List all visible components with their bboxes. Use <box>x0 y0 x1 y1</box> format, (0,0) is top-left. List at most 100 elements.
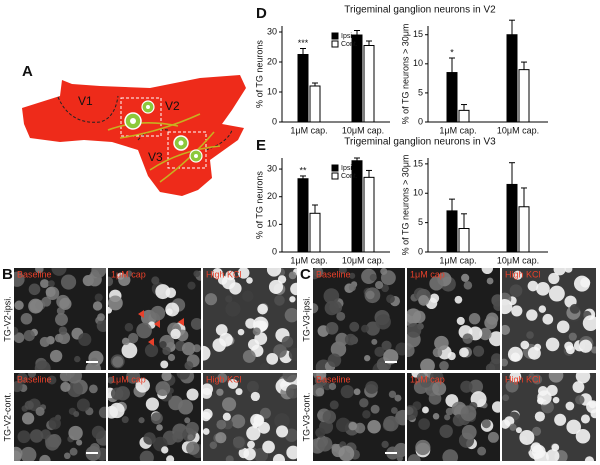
roi-box <box>167 131 207 169</box>
cell <box>39 454 51 461</box>
cell <box>219 332 233 347</box>
region-label: V2 <box>165 99 180 113</box>
cell <box>370 404 380 414</box>
cell <box>39 336 50 348</box>
cell <box>395 342 405 356</box>
y-tick-label: 10 <box>267 86 277 96</box>
cell <box>45 286 56 297</box>
cell <box>349 272 356 279</box>
bar <box>351 160 363 253</box>
bar <box>518 69 530 123</box>
cell <box>150 412 163 425</box>
cell <box>14 332 25 344</box>
micrograph: High KCl <box>502 373 596 461</box>
cell <box>203 428 210 435</box>
cell <box>488 331 500 347</box>
row-label: TG-V3-ipsi. <box>301 296 311 342</box>
cell <box>41 296 52 307</box>
panel-label: A <box>22 63 33 80</box>
y-tick-label: 15 <box>413 29 423 39</box>
cell <box>542 313 554 325</box>
cell <box>548 373 564 383</box>
cell <box>515 427 522 434</box>
cell <box>259 363 269 370</box>
cell <box>125 270 133 277</box>
cell <box>60 381 71 393</box>
x-tick-label: 10μM cap. <box>497 125 539 135</box>
cell <box>274 413 290 429</box>
cell <box>473 345 485 357</box>
cell <box>313 269 320 280</box>
cell <box>176 373 190 380</box>
row-label: TG-V2-ipsi. <box>2 296 12 342</box>
cell <box>538 305 547 313</box>
x-tick-label: 10μM cap. <box>497 255 539 265</box>
cell <box>335 417 351 433</box>
cell <box>216 419 227 430</box>
cell <box>222 412 231 421</box>
cell <box>565 401 575 411</box>
cell <box>150 305 166 321</box>
cell <box>380 268 388 275</box>
cell <box>365 380 379 394</box>
micrograph: Baseline <box>313 373 405 461</box>
cell <box>454 295 463 304</box>
cell <box>14 300 24 310</box>
cell <box>328 382 337 391</box>
cell <box>35 268 44 274</box>
cell <box>259 407 271 419</box>
cell <box>322 410 337 424</box>
cell <box>335 332 349 346</box>
cell <box>369 273 377 282</box>
bar <box>297 178 309 253</box>
cell <box>502 324 511 335</box>
cells <box>203 268 297 370</box>
bar <box>297 54 309 123</box>
cell <box>552 396 560 404</box>
cell <box>396 455 404 461</box>
cell <box>407 405 418 421</box>
cell <box>386 294 395 304</box>
cell <box>20 312 33 325</box>
neuron-marker <box>146 105 150 109</box>
cell <box>155 284 171 300</box>
cell <box>34 360 51 370</box>
cell <box>364 354 371 362</box>
cell <box>237 328 245 336</box>
y-axis-label: % of TG neurons > 30μm <box>400 155 410 256</box>
y-tick-label: 0 <box>272 246 277 256</box>
cell <box>282 373 297 383</box>
panel-label: E <box>256 137 266 154</box>
cell <box>530 442 542 453</box>
cell <box>284 308 297 323</box>
cell <box>486 277 494 285</box>
cell <box>407 308 422 324</box>
cell <box>108 295 123 311</box>
cell <box>329 400 339 410</box>
cell <box>108 276 114 287</box>
cell <box>51 268 67 276</box>
cell <box>48 280 55 288</box>
cell <box>216 388 224 396</box>
cell <box>67 381 83 398</box>
cell <box>556 320 570 334</box>
cell <box>442 449 459 461</box>
cell <box>445 407 454 416</box>
cell <box>14 381 23 393</box>
roi-box <box>120 97 162 137</box>
cell <box>491 401 500 413</box>
y-tick-label: 30 <box>267 26 277 36</box>
cell <box>281 336 294 348</box>
cell <box>225 295 233 303</box>
cell <box>511 305 523 317</box>
cell <box>118 273 131 287</box>
micrograph: 1μM cap <box>407 373 500 461</box>
cell <box>484 316 498 330</box>
micrograph: High KCl <box>203 373 297 461</box>
cell <box>161 446 169 454</box>
cell <box>348 284 356 292</box>
cell <box>371 338 378 345</box>
cell <box>167 353 176 362</box>
cell <box>109 402 125 419</box>
cell <box>509 423 517 431</box>
